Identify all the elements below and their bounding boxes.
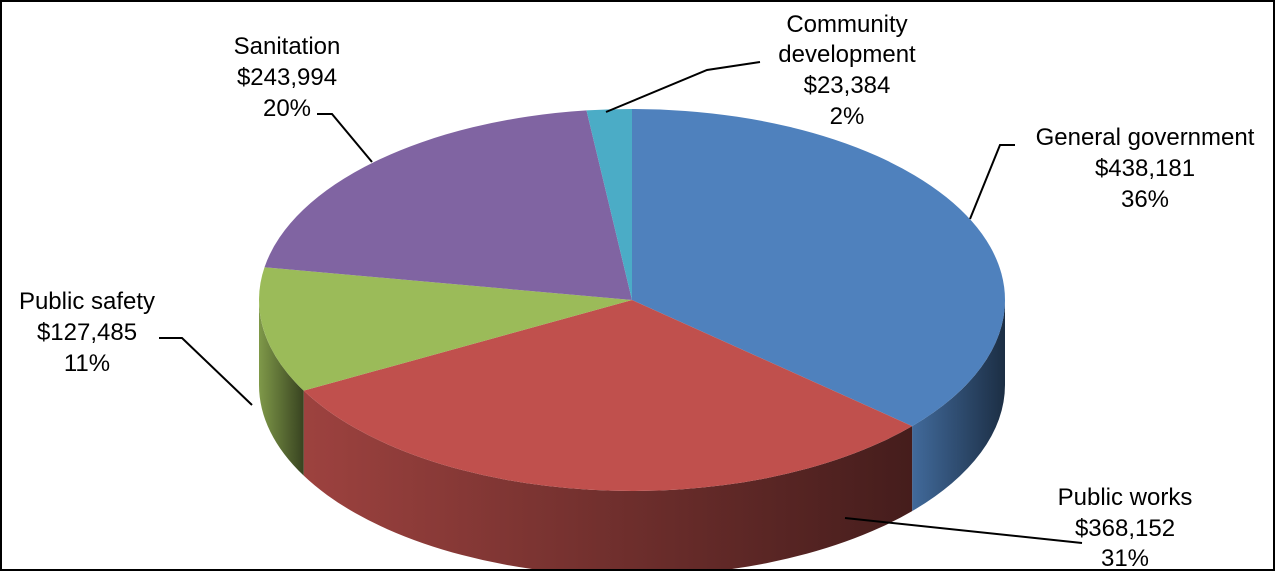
slice-public-works [303, 300, 913, 491]
slice-public-safety [258, 267, 632, 391]
leader-line-sanitation [317, 113, 373, 163]
slice-value: $243,994 [237, 64, 337, 91]
slice-percent: 2% [830, 103, 865, 130]
slice-sanitation [264, 110, 632, 300]
slice-community-development [586, 109, 632, 300]
slice-label: Sanitation [234, 33, 341, 60]
slice-value: $368,152 [1075, 515, 1175, 542]
leader-line-public-safety [159, 337, 253, 406]
slice-label-line1: Community [786, 11, 907, 38]
slice-percent: 11% [64, 350, 110, 377]
label-group-community-development: Community development $23,384 2% [778, 11, 916, 130]
leader-line-community-development [605, 61, 761, 113]
leader-line-public-works [844, 517, 1083, 544]
slice-value: $23,384 [804, 72, 891, 99]
svg-text:development: development [778, 41, 916, 68]
slice-label: Public works [1058, 484, 1193, 511]
pie-tops [258, 109, 1005, 491]
label-group-general-government: General government $438,181 36% [1036, 124, 1255, 213]
leader-lines [159, 61, 1083, 544]
label-group-public-safety: Public safety $127,485 11% [19, 288, 155, 377]
slice-percent: 20% [263, 95, 311, 122]
slice-label-line2: development [778, 41, 916, 68]
slice-label: Public safety [19, 288, 155, 315]
slice-label: General government [1036, 124, 1255, 151]
slice-side-public-works [303, 390, 913, 569]
label-group-public-works: Public works $368,152 31% [1058, 484, 1193, 569]
slice-value: $438,181 [1095, 155, 1195, 182]
slice-percent: 36% [1121, 186, 1169, 213]
leader-line-general-government [969, 144, 1015, 220]
label-group-sanitation: Sanitation $243,994 20% [234, 33, 341, 122]
svg-text:Community: Community [786, 11, 907, 38]
slice-general-government [632, 109, 1005, 427]
slice-percent: 31% [1101, 545, 1149, 569]
slice-value: $127,485 [37, 319, 137, 346]
slice-side-general-government [912, 300, 1005, 512]
slice-side-public-safety [259, 300, 304, 476]
pie-sides [259, 300, 1005, 569]
